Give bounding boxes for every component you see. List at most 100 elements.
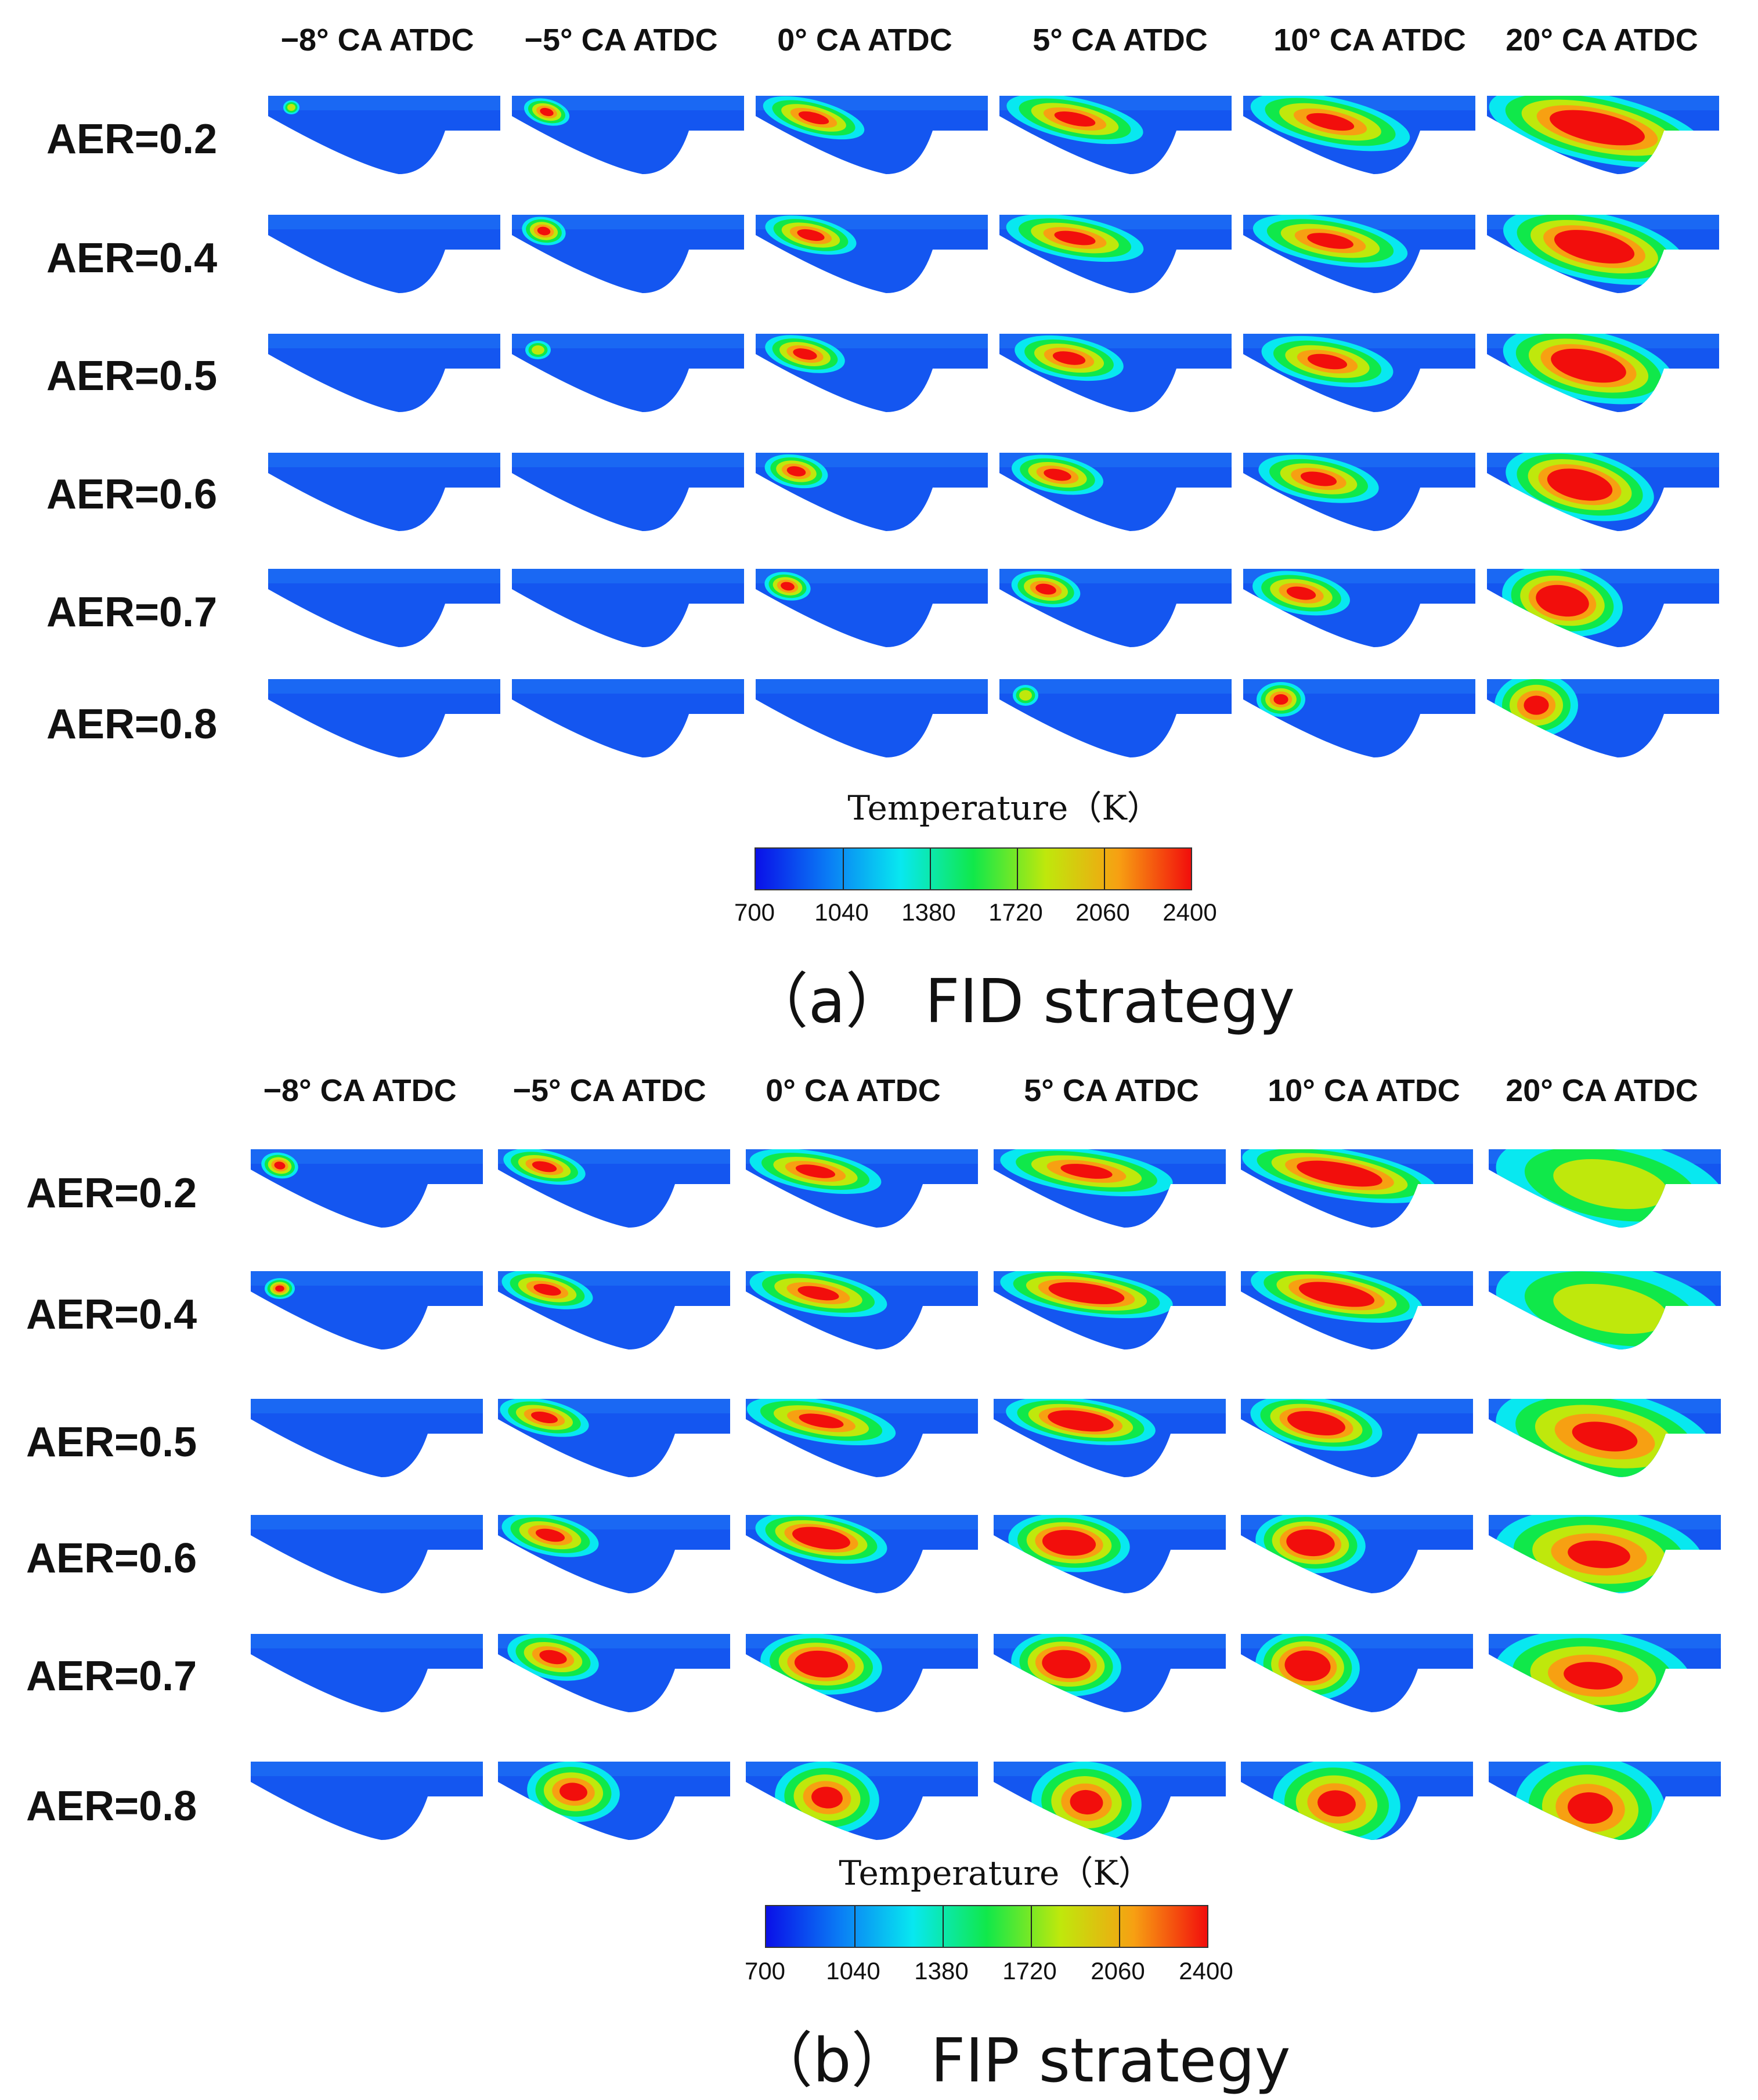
fid-contour-r3-c2: [512, 334, 744, 415]
fip-contour-r5-c3: [746, 1634, 978, 1715]
fip-contour-r4-c4: [994, 1515, 1226, 1596]
colorbar-tick-fip: 700: [744, 1957, 786, 1984]
fip-contour-r6-c5: [1241, 1762, 1473, 1843]
colorbar-tick-fip: 1040: [826, 1957, 880, 1984]
fid-contour-r1-c6: [1487, 96, 1719, 177]
colorbar-fip: [765, 1905, 1208, 1948]
fip-contour-r1-c2: [498, 1149, 730, 1231]
fid-contour-r3-c6: [1487, 334, 1719, 415]
colorbar-tick-fip: 2060: [1091, 1957, 1145, 1984]
fip-contour-r5-c4: [994, 1634, 1226, 1715]
colorbar-divider: [1031, 1906, 1032, 1947]
fid-contour-r2-c4: [999, 215, 1232, 296]
fid-contour-r3-c3: [756, 334, 988, 415]
fip-contour-r4-c3: [746, 1515, 978, 1596]
fid-contour-r1-c1: [268, 96, 500, 177]
colorbar-tick-fid: 2400: [1163, 899, 1217, 926]
colorbar-tick-fid: 1040: [814, 899, 869, 926]
fid-contour-r1-c5: [1243, 96, 1475, 177]
fip-contour-r6-c3: [746, 1762, 978, 1843]
fip-contour-r6-c1: [251, 1762, 483, 1843]
fid-contour-r1-c3: [756, 96, 988, 177]
colorbar-fid: [755, 847, 1192, 890]
panel-fip: −8° CA ATDC −5° CA ATDC 0° CA ATDC 5° CA…: [0, 1051, 1758, 2100]
fid-contour-r6-c3: [756, 679, 988, 760]
row-label-fid-1: AER=0.2: [46, 116, 218, 163]
fip-contour-r2-c4: [994, 1271, 1226, 1352]
column-header-fip-5: 10° CA ATDC: [1268, 1073, 1460, 1108]
fip-contour-r1-c3: [746, 1149, 978, 1231]
fid-contour-r6-c6: [1487, 679, 1719, 760]
fip-contour-r2-c1: [251, 1271, 483, 1352]
column-header-fid-1: −8° CA ATDC: [280, 23, 474, 57]
row-label-fip-1: AER=0.2: [26, 1170, 197, 1217]
row-label-fip-5: AER=0.7: [26, 1653, 197, 1700]
column-header-fip-4: 5° CA ATDC: [1024, 1073, 1199, 1108]
column-header-fid-3: 0° CA ATDC: [777, 23, 952, 57]
colorbar-tick-fid: 1720: [988, 899, 1043, 926]
row-label-fid-5: AER=0.7: [46, 589, 218, 636]
column-header-fid-2: −5° CA ATDC: [524, 23, 718, 57]
fid-contour-r3-c4: [999, 334, 1232, 415]
fid-contour-r4-c2: [512, 453, 744, 534]
fip-contour-r2-c2: [498, 1271, 730, 1352]
fip-contour-r5-c6: [1489, 1634, 1721, 1715]
fid-contour-r5-c5: [1243, 569, 1475, 650]
row-label-fid-6: AER=0.8: [46, 701, 218, 748]
column-header-fip-1: −8° CA ATDC: [263, 1073, 457, 1108]
colorbar-tick-fid: 700: [734, 899, 775, 926]
fip-contour-r5-c5: [1241, 1634, 1473, 1715]
fip-contour-r1-c5: [1241, 1149, 1473, 1231]
fid-contour-r5-c2: [512, 569, 744, 650]
fip-contour-r2-c3: [746, 1271, 978, 1352]
panel-fid: −8° CA ATDC −5° CA ATDC 0° CA ATDC 5° CA…: [0, 0, 1758, 1039]
colorbar-divider: [854, 1906, 855, 1947]
colorbar-tick-fid: 1380: [901, 899, 956, 926]
fid-contour-r2-c1: [268, 215, 500, 296]
fid-contour-r6-c5: [1243, 679, 1475, 760]
fid-contour-r4-c1: [268, 453, 500, 534]
fip-contour-r6-c4: [994, 1762, 1226, 1843]
colorbar-divider: [1017, 849, 1018, 889]
colorbar-tick-fip: 1380: [914, 1957, 969, 1984]
fid-contour-r2-c2: [512, 215, 744, 296]
fid-contour-r6-c1: [268, 679, 500, 760]
fip-contour-r3-c1: [251, 1399, 483, 1480]
fip-contour-r3-c2: [498, 1399, 730, 1480]
fid-contour-r4-c4: [999, 453, 1232, 534]
fid-contour-r6-c4: [999, 679, 1232, 760]
fid-contour-r1-c2: [512, 96, 744, 177]
fid-contour-r3-c5: [1243, 334, 1475, 415]
row-label-fip-2: AER=0.4: [26, 1291, 197, 1338]
colorbar-title-fid: Temperature（K）: [847, 788, 1161, 828]
panel-caption-fip: （b） FIP strategy: [752, 2025, 1291, 2096]
column-header-fip-6: 20° CA ATDC: [1506, 1073, 1698, 1108]
colorbar-tick-fip: 2400: [1179, 1957, 1233, 1984]
panel-caption-fid: （a） FID strategy: [748, 966, 1295, 1037]
colorbar-divider: [1119, 1906, 1120, 1947]
fip-contour-r2-c6: [1489, 1271, 1721, 1352]
fip-contour-r6-c6: [1489, 1762, 1721, 1843]
fid-contour-r3-c1: [268, 334, 500, 415]
column-header-fid-5: 10° CA ATDC: [1273, 23, 1466, 57]
row-label-fip-3: AER=0.5: [26, 1419, 197, 1466]
row-label-fip-6: AER=0.8: [26, 1783, 197, 1830]
fip-contour-r4-c5: [1241, 1515, 1473, 1596]
fip-contour-r4-c2: [498, 1515, 730, 1596]
colorbar-divider: [1104, 849, 1105, 889]
column-header-fip-2: −5° CA ATDC: [512, 1073, 706, 1108]
fid-contour-r5-c1: [268, 569, 500, 650]
fip-contour-r4-c6: [1489, 1515, 1721, 1596]
fip-contour-r6-c2: [498, 1762, 730, 1843]
column-header-fid-4: 5° CA ATDC: [1033, 23, 1208, 57]
fid-contour-r4-c3: [756, 453, 988, 534]
row-label-fid-3: AER=0.5: [46, 353, 218, 399]
fip-contour-r5-c2: [498, 1634, 730, 1715]
fip-contour-r3-c4: [994, 1399, 1226, 1480]
fip-contour-r1-c6: [1489, 1149, 1721, 1231]
fid-contour-r6-c2: [512, 679, 744, 760]
colorbar-tick-fip: 1720: [1002, 1957, 1057, 1984]
colorbar-divider: [930, 849, 931, 889]
fip-contour-r1-c4: [994, 1149, 1226, 1231]
fid-contour-r5-c3: [756, 569, 988, 650]
